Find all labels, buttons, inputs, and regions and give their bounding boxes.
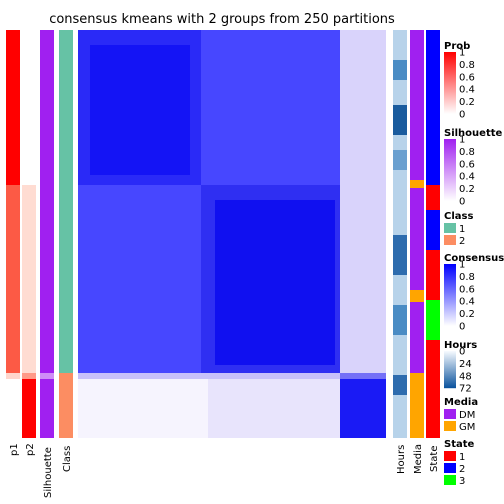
- legend-tick: 0.8: [459, 147, 475, 158]
- legend-swatch-class-1: [444, 223, 456, 233]
- legend-tick: 0.4: [459, 172, 475, 183]
- legend-entry-label: GM: [459, 422, 475, 433]
- legend-entry-label: 1: [459, 224, 465, 235]
- p1-annotation-column: [6, 30, 20, 438]
- legend-tick: 72: [459, 384, 472, 395]
- legend-tick: 0.6: [459, 284, 475, 295]
- legend-tick: 1: [459, 48, 465, 59]
- legend-swatch-class-2: [444, 235, 456, 245]
- legend-swatch-state-3: [444, 475, 456, 485]
- legend-tick: 48: [459, 371, 472, 382]
- legend-tick: 0.4: [459, 85, 475, 96]
- legend-title-media: Media: [444, 397, 478, 408]
- legend-tick: 0.8: [459, 60, 475, 71]
- legend-tick: 0.8: [459, 272, 475, 283]
- legend-swatch-media-dm: [444, 409, 456, 419]
- legend-tick: 0.2: [459, 309, 475, 320]
- legend-entry-label: DM: [459, 410, 475, 421]
- legend-colorbar-consensus: [444, 264, 456, 326]
- legend-tick: 0.4: [459, 297, 475, 308]
- legend-tick: 1: [459, 260, 465, 271]
- silhouette-annotation-column: [40, 30, 54, 438]
- legend-title-class: Class: [444, 211, 473, 222]
- legend-entry-label: 2: [459, 236, 465, 247]
- legend-title-consensus: Consensus: [444, 253, 504, 264]
- label-class: Class: [62, 446, 73, 472]
- legend-entry-label: 3: [459, 476, 465, 487]
- legend-tick: 0.6: [459, 159, 475, 170]
- p2-annotation-column: [22, 30, 36, 438]
- chart-title: consensus kmeans with 2 groups from 250 …: [49, 12, 395, 27]
- legend-tick: 0: [459, 110, 465, 121]
- label-hours: Hours: [396, 445, 407, 474]
- legend-tick: 0.2: [459, 184, 475, 195]
- legend-entry-label: 1: [459, 452, 465, 463]
- legend-colorbar-prob: [444, 52, 456, 114]
- legend-tick: 0: [459, 347, 465, 358]
- label-media: Media: [413, 444, 424, 474]
- label-state: State: [429, 446, 440, 472]
- legend-title-state: State: [444, 439, 475, 450]
- legend-colorbar-silhouette: [444, 139, 456, 201]
- legend-tick: 24: [459, 359, 472, 370]
- legend-tick: 0: [459, 322, 465, 333]
- consensus-matrix: [78, 30, 386, 438]
- legend-tick: 0.6: [459, 72, 475, 83]
- legend-title-prob: Prob: [444, 41, 470, 52]
- legend-panel: Prob10.80.60.40.20Silhouette10.80.60.40.…: [444, 41, 504, 487]
- legend-colorbar-hours: [444, 351, 456, 388]
- legend-tick: 1: [459, 135, 465, 146]
- legend-tick: 0: [459, 197, 465, 208]
- legend-swatch-state-1: [444, 451, 456, 461]
- label-silhouette: Silhouette: [43, 447, 54, 498]
- legend-tick: 0.2: [459, 97, 475, 108]
- legend-entry-label: 2: [459, 464, 465, 475]
- label-p1: p1: [9, 443, 20, 456]
- hours-annotation-column: [393, 30, 407, 438]
- label-p2: p2: [25, 443, 36, 456]
- legend-title-silhouette: Silhouette: [444, 128, 503, 139]
- legend-swatch-media-gm: [444, 421, 456, 431]
- media-annotation-column: [410, 30, 424, 438]
- class-annotation-column: [59, 30, 73, 438]
- legend-swatch-state-2: [444, 463, 456, 473]
- state-annotation-column: [426, 30, 440, 438]
